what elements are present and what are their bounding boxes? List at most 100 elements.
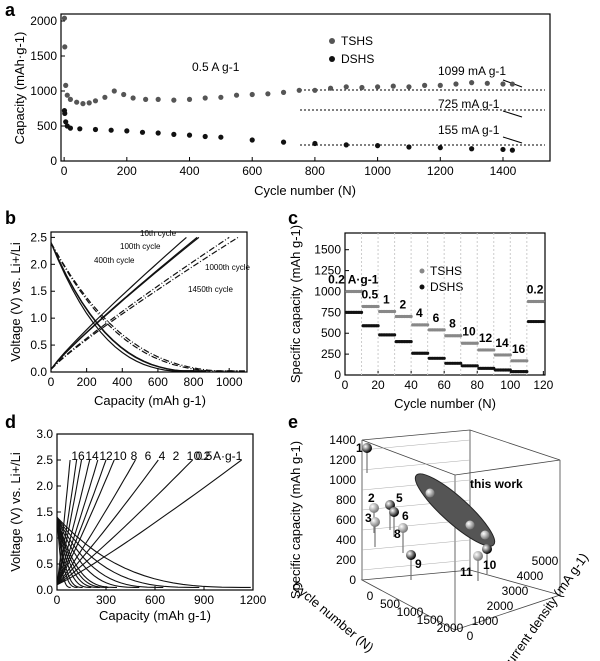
panel-a-legend-marker-dshs — [329, 56, 335, 62]
panel-c-rate-label: 2 — [400, 298, 407, 312]
panel-e-point — [406, 550, 416, 560]
panel-d-ytick-label: 2.0 — [36, 479, 53, 493]
panel-c-rate-label: 4 — [416, 306, 423, 320]
panel-c-point-dshs — [426, 351, 430, 355]
panel-d-xtick-label: 1200 — [240, 593, 267, 607]
panel-a-point-dshs — [77, 126, 83, 132]
panel-c-legend-marker-tshs — [419, 268, 425, 274]
panel-d-discharge-curve — [56, 516, 140, 588]
panel-e-point — [389, 507, 399, 517]
panel-e-annotation: this work — [470, 477, 523, 491]
panel-a-end-label-3: 155 mA g-1 — [438, 123, 500, 137]
panel-d-xtick-label: 0 — [54, 593, 61, 607]
panel-e-point — [473, 551, 483, 561]
panel-a-ytick-label: 1500 — [30, 49, 57, 63]
panel-a-point-tshs — [359, 84, 365, 91]
panel-a-xtick-label: 1000 — [364, 164, 391, 178]
panel-b-xtick-label: 400 — [112, 375, 132, 389]
panel-a-xtick-label: 1200 — [427, 164, 454, 178]
panel-d-rate-label: 1 — [187, 449, 194, 463]
panel-c-point-dshs — [392, 333, 397, 337]
panel-b-chart: 0 200 400 600 800 1000 0.0 0.5 1.0 1.5 2.0 2.5 Capa… — [8, 229, 250, 408]
panel-c-point-tshs — [492, 348, 496, 352]
panel-a-point-dshs — [343, 142, 349, 148]
panel-d-discharge-curve — [56, 517, 92, 588]
panel-b-discharge-curve — [50, 242, 247, 372]
panel-c-point-tshs — [459, 334, 463, 338]
panel-c-xtick-label: 0 — [342, 378, 349, 392]
panel-d-discharge-curve — [56, 517, 117, 588]
panel-e-current-tick: 1000 — [472, 614, 499, 628]
panel-e-point-label: 6 — [402, 509, 409, 523]
panel-e-capacity-tick: 200 — [336, 553, 356, 567]
panel-c-point-tshs — [392, 309, 397, 314]
panel-e-point-label: 5 — [396, 491, 403, 505]
panel-b-label-1450th: 1450th cycle — [188, 285, 233, 294]
panel-c-rate-label: 14 — [495, 336, 509, 350]
panel-a-point-tshs — [327, 85, 334, 91]
panel-a-point-tshs — [92, 98, 99, 104]
panel-a-ytick-label: 500 — [37, 119, 57, 133]
panel-e-current-tick: 3000 — [502, 584, 529, 598]
panel-d-ytick-label: 0.5 — [36, 557, 53, 571]
panel-d-charge-curve — [56, 459, 242, 586]
panel-a-point-tshs — [121, 91, 127, 98]
panel-c-xtick-label: 40 — [404, 378, 418, 392]
panel-d-rate-label: 8 — [131, 449, 138, 463]
panel-d-xtick-label: 900 — [194, 593, 214, 607]
panel-a-point-tshs — [155, 96, 161, 102]
panel-a-point-dshs — [202, 133, 208, 140]
panel-d-ytick-label: 1.5 — [36, 505, 53, 519]
panel-d-rate-label: 4 — [159, 449, 166, 463]
panel-e-point-label: 3 — [365, 511, 372, 525]
panel-a-point-dshs — [108, 127, 114, 133]
panel-c-point-tshs — [508, 353, 512, 357]
panel-a-ylabel: Capacity (mAh·g-1) — [12, 32, 27, 145]
panel-a-ytick-label: 1000 — [30, 84, 57, 98]
panel-c-rate-label: 0.5 — [361, 288, 378, 302]
panel-c-xlabel: Cycle number (N) — [394, 396, 496, 411]
panel-a-point-tshs — [171, 97, 177, 103]
panel-d-ylabel: Voltage (V) vs. Li+/Li — [8, 452, 23, 572]
panel-e-gridline — [361, 459, 471, 471]
panel-c-rate-label: 1 — [383, 293, 390, 307]
panel-c-point-dshs — [541, 319, 545, 324]
panel-d-charge-curve — [56, 459, 91, 585]
panel-b-ytick-label: 0.5 — [30, 338, 47, 352]
panel-c-point-dshs — [409, 339, 413, 344]
panel-b-discharge-curve — [50, 242, 194, 372]
panel-d-discharge-curve — [56, 517, 109, 588]
panel-a-xtick-label: 200 — [117, 164, 137, 178]
panel-c-point-tshs — [541, 299, 545, 304]
panel-a-rate-annotation: 0.5 A g-1 — [192, 60, 240, 74]
panel-d-charge-curve — [56, 459, 193, 586]
panel-e-point-label: 2 — [368, 491, 375, 505]
panel-e-current-tick: 2000 — [487, 599, 514, 613]
panel-a-point-tshs — [67, 96, 74, 102]
panel-d-rate-label: 16 — [71, 449, 85, 463]
panel-a-point-dshs — [124, 128, 130, 134]
panel-a-point-tshs — [484, 80, 490, 86]
panel-e-point — [362, 443, 372, 453]
panel-a-point-tshs — [469, 80, 475, 86]
panel-a-point-dshs — [218, 134, 224, 140]
panel-letter-b: b — [5, 208, 16, 228]
panel-a-point-tshs — [186, 96, 193, 102]
panel-a-point-dshs — [155, 130, 161, 136]
panel-c-chart: 0 20 40 60 80 100 120 0 250 500 750 1000 1250 1500 Cy… — [288, 225, 554, 411]
panel-a-point-tshs — [265, 91, 271, 97]
panel-e-point-label: 8 — [394, 527, 401, 541]
panel-a-point-tshs — [74, 99, 80, 105]
panel-d-ytick-label: 3.0 — [36, 427, 53, 441]
panel-c-ylabel: Specific capacity (mAh g-1) — [288, 225, 303, 383]
panel-c-ytick-label: 250 — [321, 347, 341, 361]
panel-d-discharge-curve — [56, 516, 200, 588]
panel-a-point-dshs — [92, 126, 99, 133]
panel-a-point-tshs — [296, 87, 302, 93]
panel-c-point-tshs — [442, 328, 446, 332]
panel-a-point-tshs — [80, 101, 86, 107]
panel-e-capacity-tick: 800 — [336, 493, 356, 507]
panel-c-ytick-label: 1250 — [314, 264, 341, 278]
panel-e-cycle-tick: 1000 — [397, 605, 424, 619]
panel-e-current-tick: 4000 — [517, 569, 544, 583]
